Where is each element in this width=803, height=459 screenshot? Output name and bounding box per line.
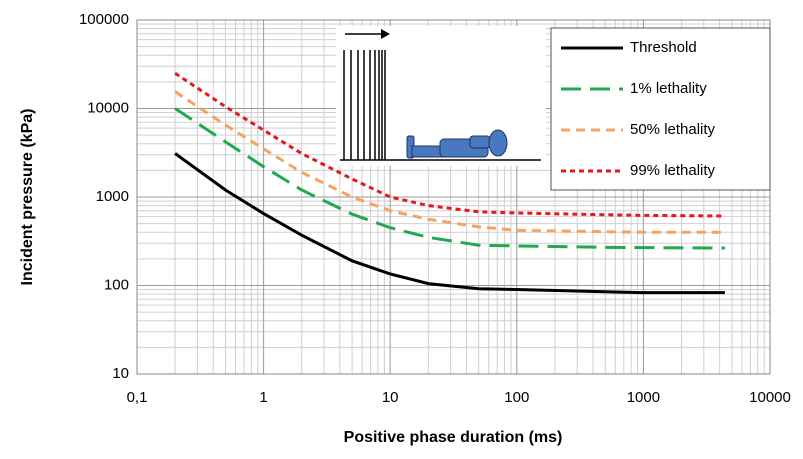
x-tick-label: 10 xyxy=(382,389,399,406)
y-tick-label: 100000 xyxy=(79,11,129,28)
y-tick-label: 1000 xyxy=(96,188,129,205)
y-tick-label: 10 xyxy=(112,365,129,382)
x-axis-title: Positive phase duration (ms) xyxy=(344,429,563,446)
legend-box xyxy=(550,27,771,191)
series-line xyxy=(174,90,725,234)
arrow-head xyxy=(381,29,390,39)
legend-label: 50% lethality xyxy=(630,121,716,138)
series-line xyxy=(174,152,725,295)
x-tick-label: 1 xyxy=(259,389,267,406)
series-line xyxy=(174,107,725,250)
inset-icon xyxy=(336,26,546,166)
person xyxy=(406,129,508,159)
y-tick-label: 100 xyxy=(104,276,129,293)
legend-label: 1% lethality xyxy=(630,80,707,97)
x-tick-label: 1000 xyxy=(627,389,660,406)
curves xyxy=(174,72,725,295)
y-tick-label: 10000 xyxy=(87,99,129,116)
x-tick-label: 0,1 xyxy=(127,389,148,406)
x-tick-label: 10000 xyxy=(749,389,791,406)
plot-frame xyxy=(136,19,771,375)
legend-label: 99% lethality xyxy=(630,162,716,179)
blast-bars xyxy=(343,50,386,160)
legend-label: Threshold xyxy=(630,39,697,56)
x-tick-label: 100 xyxy=(504,389,529,406)
legend: Threshold 1% lethality 50% lethality 99% le… xyxy=(550,27,771,191)
y-axis-title: Incident pressure (kPa) xyxy=(19,109,36,286)
series-line xyxy=(174,72,725,218)
